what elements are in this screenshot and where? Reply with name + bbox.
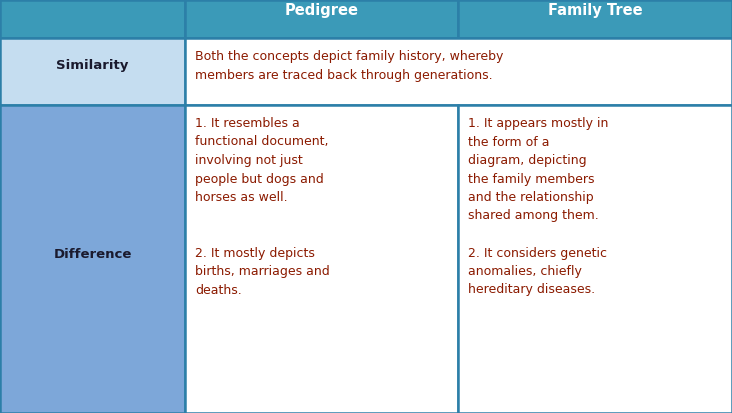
Bar [0, 0, 185, 38]
Text: Pedigree: Pedigree [285, 3, 359, 19]
Text: Similarity: Similarity [56, 59, 129, 72]
Bar [0, 105, 185, 413]
Bar [185, 105, 458, 413]
Text: 1. It resembles a
functional document,
involving not just
people but dogs and
ho: 1. It resembles a functional document, i… [195, 117, 329, 297]
Text: Family Tree: Family Tree [548, 3, 642, 19]
Text: Both the concepts depict family history, whereby
members are traced back through: Both the concepts depict family history,… [195, 50, 504, 81]
Text: Difference: Difference [53, 247, 132, 261]
Bar [458, 0, 732, 38]
Bar [458, 105, 732, 413]
Bar [185, 38, 732, 105]
Bar [0, 38, 185, 105]
Bar [185, 0, 458, 38]
Text: 1. It appears mostly in
the form of a
diagram, depicting
the family members
and : 1. It appears mostly in the form of a di… [468, 117, 608, 297]
